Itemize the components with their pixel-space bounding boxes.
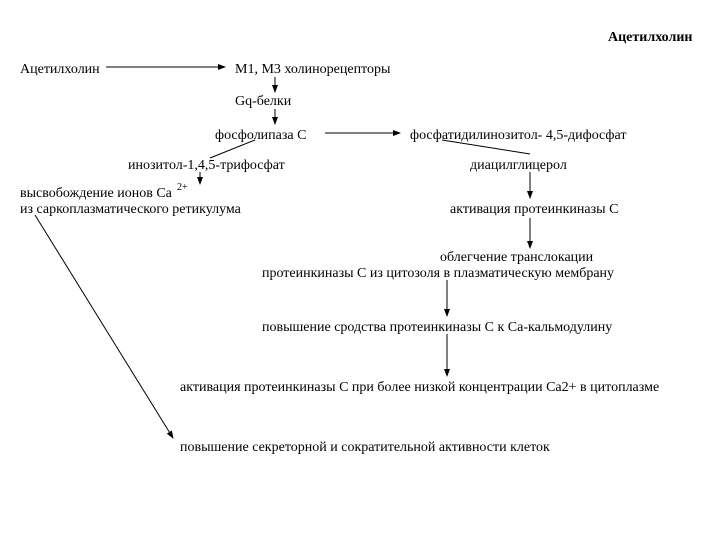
node-affinity: повышение сродства протеинкиназы С к Са-… bbox=[262, 320, 612, 337]
node-ip3: инозитол-1,4,5-трифосфат bbox=[128, 158, 285, 175]
node-pkc-act: активация протеинкиназы С bbox=[450, 202, 618, 219]
node-transloc2: протеинкиназы С из цитозоля в плазматиче… bbox=[262, 266, 614, 283]
node-ca-sup: 2+ bbox=[177, 182, 188, 194]
node-ca-line2: из саркоплазматического ретикулума bbox=[20, 202, 241, 219]
node-pip2: фосфатидилинозитол- 4,5-дифосфат bbox=[410, 128, 626, 145]
node-ach: Ацетилхолин bbox=[20, 62, 100, 79]
node-plc: фосфолипаза С bbox=[215, 128, 306, 145]
node-ca-line1: высвобождение ионов Са bbox=[20, 186, 172, 203]
node-receptors: М1, М3 холинорецепторы bbox=[235, 62, 390, 79]
node-gq: Gq-белки bbox=[235, 94, 291, 111]
node-transloc1: облегчение транслокации bbox=[440, 250, 593, 267]
title: Ацетилхолин bbox=[608, 30, 692, 47]
node-lowca: активация протеинкиназы С при более низк… bbox=[180, 380, 659, 397]
node-dag: диацилглицерол bbox=[470, 158, 567, 175]
node-final: повышение секреторной и сократительной а… bbox=[180, 440, 550, 457]
